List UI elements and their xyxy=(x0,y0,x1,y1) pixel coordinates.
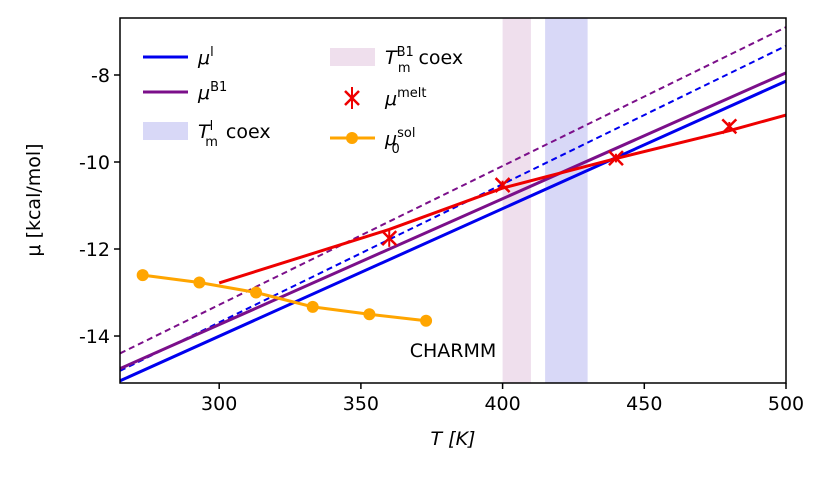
legend-sup: melt xyxy=(397,86,426,101)
series-line xyxy=(120,71,786,371)
legend-symbol: T xyxy=(198,121,211,143)
sol-point xyxy=(363,308,376,321)
x-tick-label: 450 xyxy=(626,393,662,415)
legend-sub: 0 xyxy=(391,142,399,157)
y-tick-label: -14 xyxy=(79,326,110,348)
y-tick-label: -12 xyxy=(79,239,110,261)
legend-symbol: T xyxy=(385,47,398,69)
legend-sup: l xyxy=(210,45,214,60)
annotation: CHARMM xyxy=(410,340,497,362)
x-tick-label: 500 xyxy=(768,393,804,415)
sol-point xyxy=(250,286,263,299)
melt-point xyxy=(721,118,738,135)
legend-marker xyxy=(346,132,358,144)
y-tick-label: -10 xyxy=(79,152,110,174)
legend-label: μmelt xyxy=(384,86,426,110)
x-tick-label: 300 xyxy=(201,393,237,415)
legend-symbol: μ xyxy=(197,47,210,69)
melt-point xyxy=(381,229,398,247)
legend-sup: sol xyxy=(397,126,415,141)
legend-symbol: μ xyxy=(197,82,210,104)
legend-patch xyxy=(143,122,188,140)
series-line xyxy=(142,273,427,323)
x-tick-label: 350 xyxy=(343,393,379,415)
sol-point xyxy=(193,276,206,289)
series-line xyxy=(120,79,786,383)
legend-sup: B1 xyxy=(397,45,414,60)
sol-point xyxy=(136,269,149,282)
legend-sup: B1 xyxy=(210,80,227,95)
legend-label: Tl m coex xyxy=(198,119,271,150)
melt-point xyxy=(494,177,511,193)
legend-label: μl xyxy=(197,45,214,69)
y-axis-label: μ [kcal/mol] xyxy=(23,143,45,256)
legend-sup: l xyxy=(210,119,214,134)
legend-symbol: μ xyxy=(384,88,397,110)
sol-point xyxy=(306,300,319,313)
legend-symbol: μ xyxy=(384,128,397,150)
legend-suffix: coex xyxy=(418,47,463,69)
series-line xyxy=(218,113,786,285)
x-tick-label: 400 xyxy=(484,393,520,415)
legend-sub: m xyxy=(398,61,411,76)
legend-suffix: coex xyxy=(226,121,271,143)
y-tick-label: -8 xyxy=(91,65,110,87)
legend-label: μsol 0 xyxy=(384,126,415,157)
series-line xyxy=(120,44,786,372)
legend-sub: m xyxy=(205,135,218,150)
legend-patch xyxy=(330,48,375,66)
legend-label: μB1 xyxy=(197,80,227,104)
sol-point xyxy=(420,314,433,327)
coex-band xyxy=(545,18,588,383)
axes-frame xyxy=(119,17,787,384)
coex-band xyxy=(502,18,531,383)
legend-marker xyxy=(344,87,360,109)
x-axis-label: T [K] xyxy=(431,428,476,450)
legend-label: TB1 m coex xyxy=(385,45,463,76)
melt-point xyxy=(608,150,624,166)
plot-area xyxy=(120,18,786,383)
series-line xyxy=(120,26,786,355)
